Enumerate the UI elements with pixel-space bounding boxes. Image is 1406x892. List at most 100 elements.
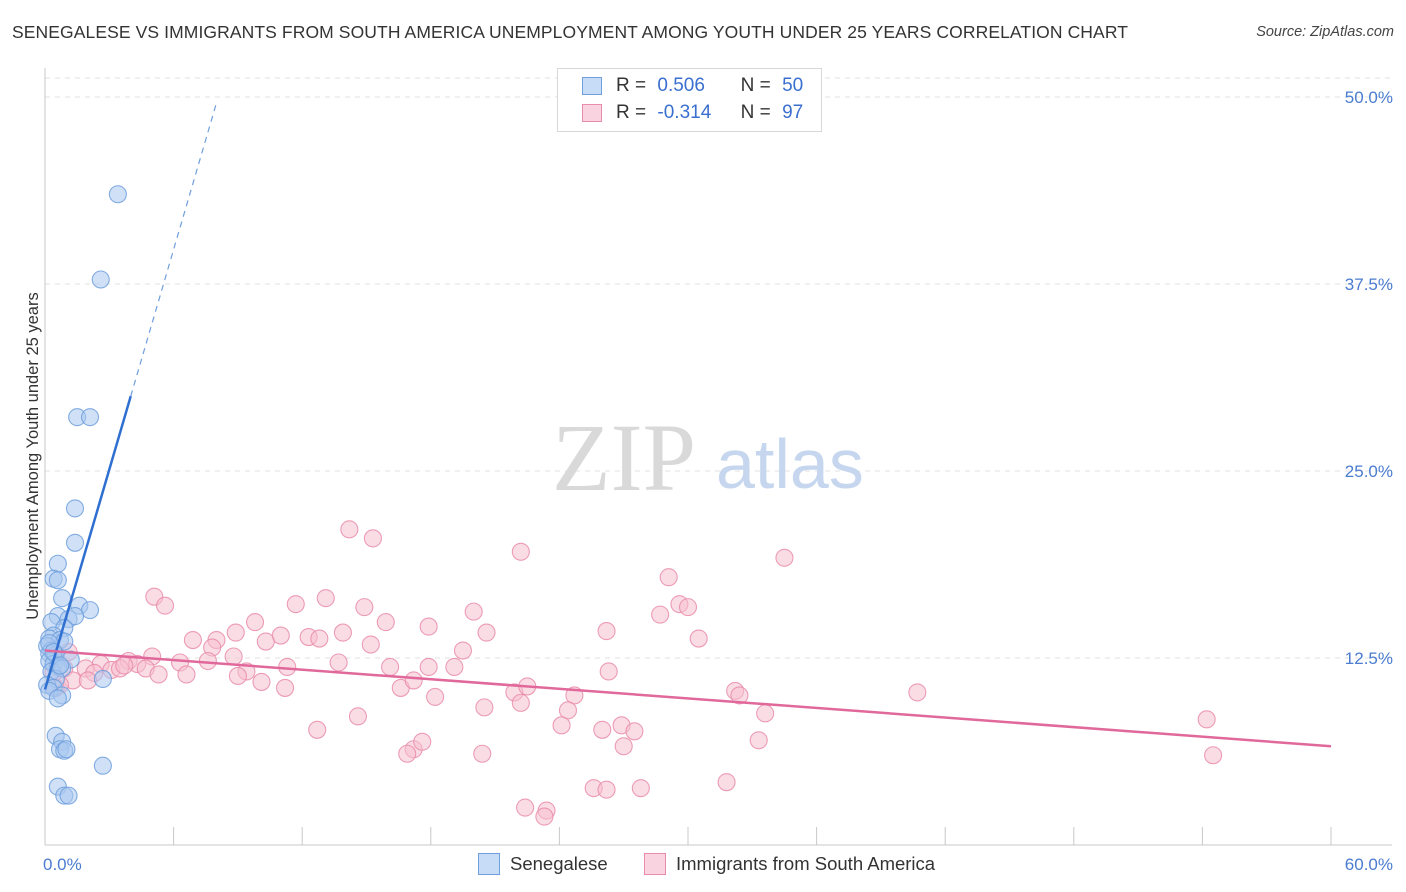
bottom-legend-swatch-pink — [644, 853, 666, 875]
point-immigrants — [1204, 746, 1223, 765]
point-senegalese — [93, 756, 112, 775]
axes — [44, 68, 1392, 846]
point-senegalese — [48, 571, 67, 590]
point-immigrants — [558, 701, 578, 720]
point-immigrants — [256, 632, 275, 651]
point-immigrants — [286, 595, 305, 614]
legend-swatch-pink — [582, 104, 602, 122]
point-immigrants — [511, 542, 530, 561]
bottom-legend-label: Senegalese — [510, 853, 608, 874]
point-senegalese — [57, 740, 76, 759]
watermark-atlas: atlas — [716, 425, 864, 503]
point-immigrants — [310, 629, 329, 648]
y-tick-label: 37.5% — [1345, 275, 1393, 294]
point-senegalese — [59, 786, 78, 805]
point-immigrants — [329, 653, 348, 672]
point-immigrants — [730, 686, 749, 705]
legend: R = 0.506 N = 50 R = -0.314 N = 97 — [557, 68, 822, 132]
point-immigrants — [775, 548, 794, 567]
point-senegalese — [65, 533, 85, 552]
bottom-legend-swatch-blue — [478, 853, 500, 875]
point-immigrants — [355, 598, 374, 617]
point-immigrants — [625, 722, 644, 741]
y-tick-labels: 12.5% 25.0% 37.5% 50.0% — [1345, 88, 1393, 668]
trend-line-senegalese-extension — [130, 102, 218, 397]
point-immigrants — [516, 798, 535, 817]
point-senegalese — [48, 554, 67, 573]
point-immigrants — [224, 647, 243, 666]
point-immigrants — [245, 613, 265, 632]
series-senegalese — [38, 185, 127, 805]
point-immigrants — [149, 665, 168, 684]
point-senegalese — [91, 270, 110, 289]
legend-r-value: 0.506 — [657, 75, 705, 96]
point-immigrants — [228, 666, 247, 686]
point-senegalese — [53, 589, 72, 608]
point-immigrants — [183, 630, 202, 650]
point-immigrants — [226, 623, 245, 642]
point-immigrants — [340, 520, 359, 539]
series-immigrants-south-america — [44, 520, 1223, 826]
point-senegalese — [80, 408, 100, 427]
point-immigrants — [756, 704, 775, 723]
point-immigrants — [453, 641, 473, 660]
point-immigrants — [678, 598, 698, 617]
point-immigrants — [271, 626, 290, 645]
trend-line-immigrants — [44, 649, 1332, 748]
x-tick-labels: 0.0% 60.0% — [43, 855, 1393, 874]
point-senegalese — [108, 185, 127, 204]
point-immigrants — [333, 623, 352, 642]
point-senegalese — [48, 689, 67, 708]
point-immigrants — [413, 732, 432, 751]
point-immigrants — [404, 671, 423, 690]
legend-swatch-blue — [582, 77, 602, 95]
y-axis-label: Unemployment Among Youth under 25 years — [24, 292, 42, 619]
point-immigrants — [477, 623, 496, 642]
point-immigrants — [316, 589, 335, 608]
point-immigrants — [78, 671, 97, 690]
point-immigrants — [614, 737, 633, 756]
chart-title: SENEGALESE VS IMMIGRANTS FROM SOUTH AMER… — [12, 22, 1129, 42]
point-senegalese — [80, 601, 100, 620]
y-tick-label: 50.0% — [1345, 88, 1393, 107]
point-immigrants — [659, 568, 678, 587]
point-immigrants — [115, 656, 134, 675]
point-immigrants — [177, 665, 196, 684]
point-senegalese — [65, 499, 85, 518]
watermark-zip: ZIP — [552, 404, 696, 511]
point-immigrants — [1197, 710, 1216, 729]
point-immigrants — [689, 629, 708, 648]
point-immigrants — [464, 602, 483, 621]
point-immigrants — [419, 617, 438, 636]
source-label: Source: ZipAtlas.com — [1256, 24, 1394, 40]
y-tick-label: 12.5% — [1345, 649, 1393, 668]
point-immigrants — [511, 693, 530, 712]
point-immigrants — [426, 687, 445, 706]
point-immigrants — [597, 780, 616, 799]
point-immigrants — [308, 720, 327, 739]
point-immigrants — [381, 657, 400, 677]
point-immigrants — [717, 773, 736, 792]
x-tick-label-max: 60.0% — [1345, 855, 1393, 874]
point-immigrants — [276, 678, 295, 697]
point-senegalese — [93, 669, 112, 688]
x-tick-label-min: 0.0% — [43, 855, 82, 874]
watermark: ZIP atlas — [552, 404, 864, 511]
point-immigrants — [398, 744, 417, 763]
gridlines — [45, 77, 1392, 659]
bottom-legend-label: Immigrants from South America — [676, 853, 936, 874]
point-immigrants — [376, 613, 395, 632]
point-immigrants — [348, 707, 367, 726]
legend-n-value: 50 — [782, 75, 804, 96]
point-immigrants — [552, 716, 571, 735]
point-immigrants — [597, 622, 616, 641]
legend-r-label: R = — [616, 102, 647, 123]
point-immigrants — [749, 731, 768, 750]
point-immigrants — [535, 807, 554, 826]
legend-r-label: R = — [616, 75, 647, 96]
legend-r-value: -0.314 — [657, 102, 712, 123]
point-immigrants — [475, 698, 494, 717]
point-immigrants — [473, 744, 492, 763]
point-immigrants — [631, 779, 650, 798]
